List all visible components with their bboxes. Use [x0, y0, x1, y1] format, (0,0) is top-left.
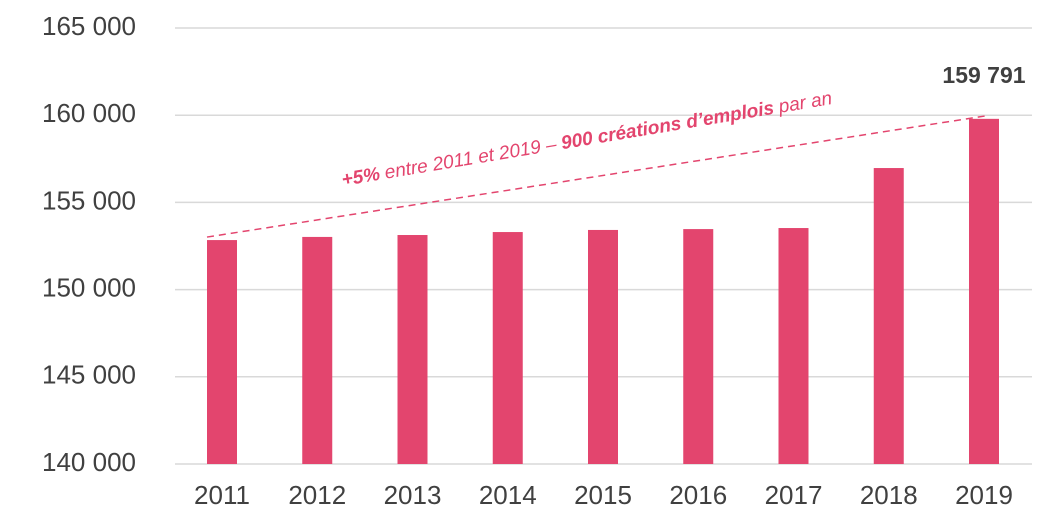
y-tick-label: 150 000: [42, 272, 136, 302]
bar: [397, 235, 428, 464]
y-tick-label: 155 000: [42, 185, 136, 215]
annotation: +5%entre 2011 et 2019 –900 créations d’e…: [340, 88, 833, 191]
annotation-part: par an: [776, 88, 834, 118]
bar: [873, 168, 904, 464]
x-tick-label: 2015: [574, 480, 632, 510]
x-tick-label: 2017: [765, 480, 823, 510]
x-tick-label: 2016: [669, 480, 727, 510]
x-tick-label: 2012: [288, 480, 346, 510]
y-tick-label: 160 000: [42, 98, 136, 128]
value-label: 159 791: [942, 62, 1025, 88]
bar: [969, 118, 999, 464]
bar: [302, 236, 333, 464]
x-tick-label: 2019: [955, 480, 1013, 510]
bar: [492, 232, 523, 464]
y-tick-label: 140 000: [42, 447, 136, 477]
annotation-part: +5%: [340, 164, 382, 191]
x-tick-label: 2013: [384, 480, 442, 510]
x-tick-label: 2014: [479, 480, 537, 510]
bar: [207, 240, 237, 464]
bar: [683, 229, 714, 464]
x-tick-label: 2018: [860, 480, 918, 510]
y-tick-label: 165 000: [42, 11, 136, 41]
x-tick-label: 2011: [194, 480, 250, 510]
y-tick-label: 145 000: [42, 360, 136, 390]
annotation-part: entre 2011 et 2019 –: [383, 134, 558, 183]
bar: [588, 229, 618, 464]
bar: [778, 228, 809, 464]
annotation-part: 900 créations d’emplois: [560, 98, 776, 154]
